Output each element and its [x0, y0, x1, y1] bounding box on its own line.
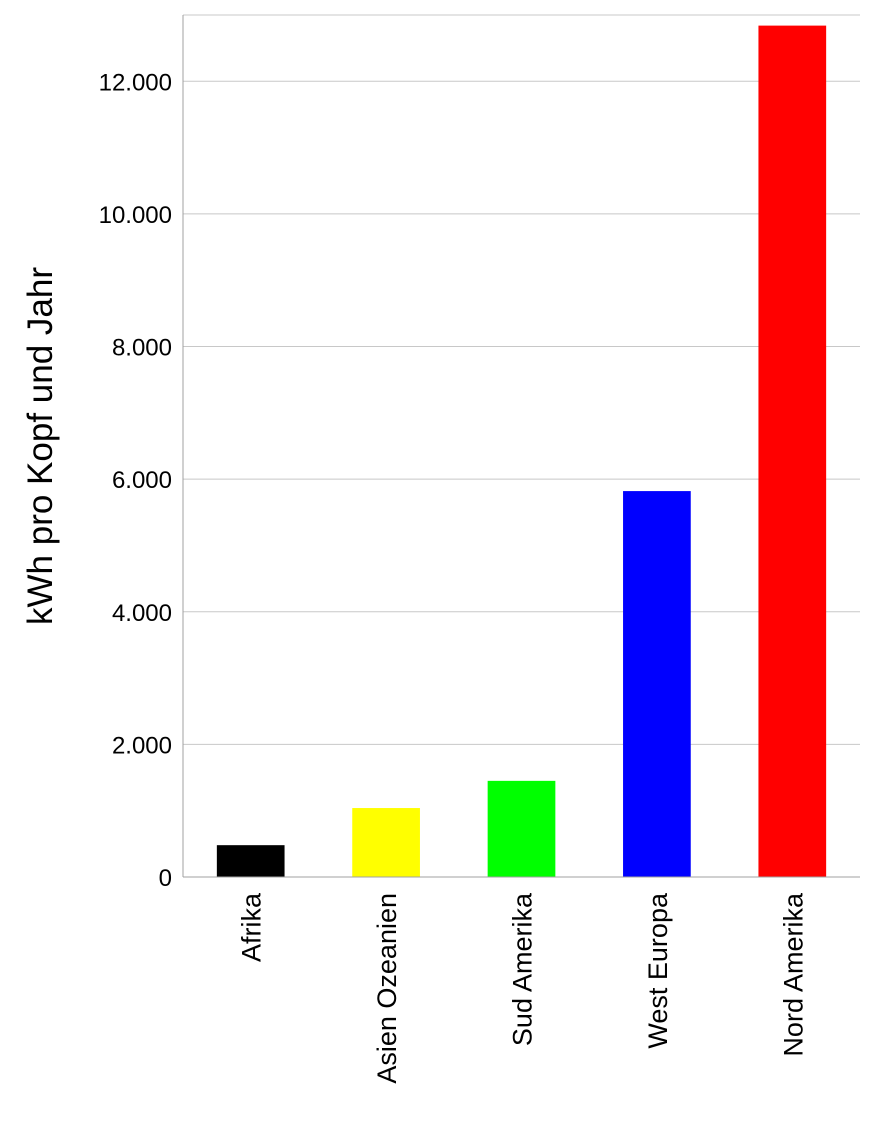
bars-layer — [216, 25, 827, 877]
y-tick-label: 0 — [159, 865, 172, 892]
bar — [487, 780, 556, 877]
y-tick-label: 6.000 — [112, 467, 172, 494]
bar — [216, 845, 285, 877]
y-tick-label: 12.000 — [99, 69, 172, 96]
grid-layer — [183, 14, 860, 745]
y-tick-label: 8.000 — [112, 335, 172, 362]
labels-layer: 0 2.000 4.000 6.000 8.000 10.000 12.000 Afrika A… — [21, 69, 808, 1083]
y-tick-label: 4.000 — [112, 600, 172, 627]
x-category-label: Afrika — [237, 892, 267, 962]
y-tick-label: 2.000 — [112, 732, 172, 759]
bar — [623, 491, 691, 877]
x-category-label: Nord Amerika — [778, 892, 808, 1057]
x-category-label: Sud Amerika — [508, 892, 538, 1046]
bar — [352, 808, 420, 877]
y-tick-label: 10.000 — [99, 202, 172, 229]
y-axis-title: kWh pro Kopf und Jahr — [21, 267, 60, 625]
axes-layer — [182, 15, 860, 878]
bar — [758, 25, 827, 877]
x-category-label: Asien Ozeanien — [372, 893, 402, 1084]
x-category-label: West Europa — [643, 892, 673, 1049]
